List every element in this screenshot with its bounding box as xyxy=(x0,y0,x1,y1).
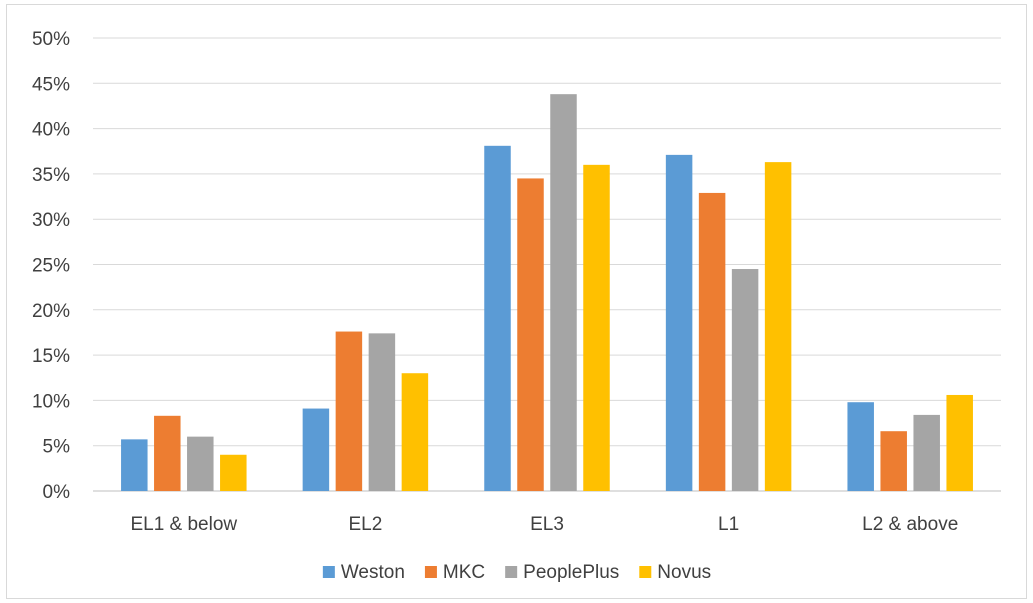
y-tick-label: 15% xyxy=(32,346,70,367)
x-category-label: L1 xyxy=(718,514,739,535)
y-tick-label: 40% xyxy=(32,120,70,141)
legend-item-mkc: MKC xyxy=(424,562,485,583)
bar-mkc-3 xyxy=(698,192,726,491)
bar-peopleplus-4 xyxy=(913,414,940,491)
legend-item-peopleplus: PeoplePlus xyxy=(505,562,619,583)
bar-weston-3 xyxy=(665,154,693,491)
bar-novus-1 xyxy=(401,373,429,491)
chart-frame xyxy=(6,4,1027,599)
legend-item-novus: Novus xyxy=(639,562,711,583)
bar-novus-3 xyxy=(764,162,792,491)
bar-peopleplus-3 xyxy=(731,269,759,491)
x-category-label: EL2 xyxy=(348,514,382,535)
y-tick-label: 30% xyxy=(32,210,70,231)
bar-peopleplus-0 xyxy=(187,436,214,491)
x-category-label: L2 & above xyxy=(862,514,958,535)
y-tick-label: 45% xyxy=(32,74,70,95)
bar-novus-2 xyxy=(583,164,610,491)
legend-label: MKC xyxy=(443,562,485,583)
bar-mkc-2 xyxy=(517,178,544,491)
legend-swatch xyxy=(505,566,518,578)
bar-mkc-1 xyxy=(335,331,363,491)
bar-mkc-0 xyxy=(154,415,181,491)
y-tick-label: 10% xyxy=(32,391,70,412)
legend-label: Novus xyxy=(657,562,711,583)
bar-weston-0 xyxy=(121,439,148,491)
bar-weston-1 xyxy=(302,408,330,491)
legend: Weston MKC PeoplePlus Novus xyxy=(322,562,711,583)
legend-label: Weston xyxy=(341,562,405,583)
bar-novus-0 xyxy=(220,454,247,491)
legend-swatch xyxy=(424,566,437,578)
y-tick-label: 5% xyxy=(43,437,71,458)
legend-swatch xyxy=(322,566,335,578)
legend-swatch xyxy=(639,566,652,578)
bar-peopleplus-2 xyxy=(550,94,577,491)
y-tick-label: 50% xyxy=(32,29,70,50)
legend-item-weston: Weston xyxy=(322,562,405,583)
legend-label: PeoplePlus xyxy=(523,562,619,583)
bars xyxy=(121,94,973,491)
y-tick-label: 25% xyxy=(32,256,70,277)
y-axis-ticks: 0% 5% 10% 15% 20% 25% 30% 35% 40% 45% 50% xyxy=(32,29,70,503)
x-category-label: EL3 xyxy=(530,514,564,535)
x-category-label: EL1 & below xyxy=(130,514,237,535)
x-axis-categories: EL1 & below EL2 EL3 L1 L2 & above xyxy=(130,514,958,535)
bar-weston-4 xyxy=(847,402,874,491)
bar-peopleplus-1 xyxy=(368,333,396,491)
y-tick-label: 35% xyxy=(32,165,70,186)
bar-weston-2 xyxy=(484,145,511,491)
bar-novus-4 xyxy=(946,394,973,491)
y-tick-label: 20% xyxy=(32,301,70,322)
bar-mkc-4 xyxy=(880,431,907,491)
y-tick-label: 0% xyxy=(43,482,71,503)
